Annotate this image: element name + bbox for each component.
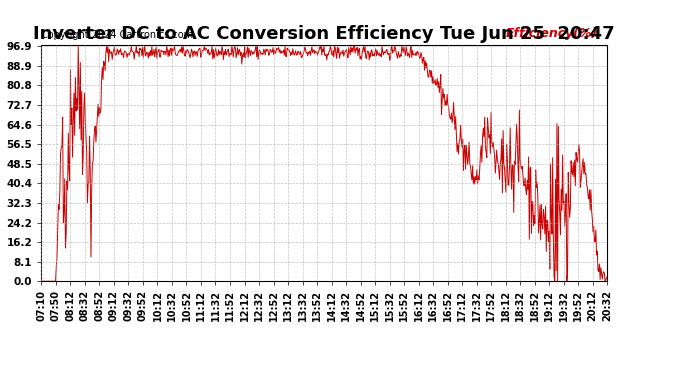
Text: Copyright 2024 Cartronics.com: Copyright 2024 Cartronics.com — [41, 30, 193, 40]
Title: Inverter DC to AC Conversion Efficiency Tue Jun 25  20:47: Inverter DC to AC Conversion Efficiency … — [34, 26, 615, 44]
Text: Efficiency(%): Efficiency(%) — [505, 27, 598, 40]
